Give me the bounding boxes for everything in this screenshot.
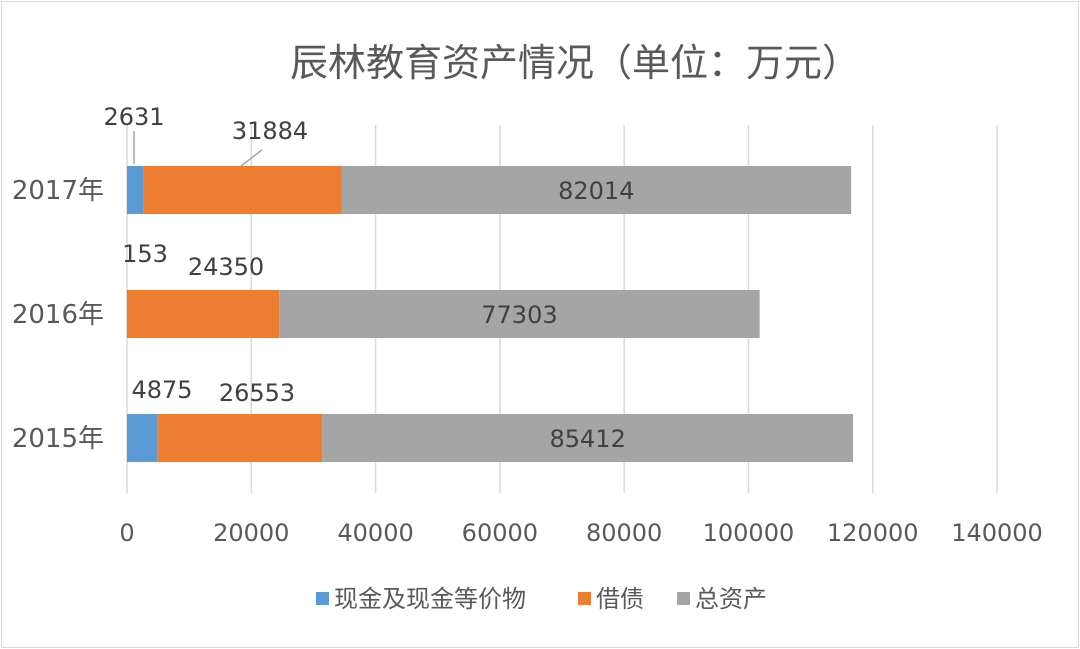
x-tick-label: 20000 <box>213 519 289 547</box>
category-label: 2016年 <box>12 300 104 330</box>
data-label: 4875 <box>131 376 192 404</box>
data-label: 82014 <box>558 177 634 205</box>
data-label: 153 <box>122 240 168 268</box>
data-label: 77303 <box>481 301 557 329</box>
bars <box>127 166 854 462</box>
legend-label: 借债 <box>596 585 644 613</box>
x-tick-labels: 0 20000 40000 60000 80000 100000 120000 140000 <box>119 519 1042 547</box>
bar-segment <box>279 290 760 338</box>
legend-swatch <box>316 592 329 605</box>
x-tick-label: 80000 <box>586 519 662 547</box>
legend-swatch <box>677 592 690 605</box>
x-tick-label: 140000 <box>951 519 1043 547</box>
data-label: 24350 <box>188 253 264 281</box>
legend: 现金及现金等价物 借债 总资产 <box>316 585 767 613</box>
category-labels: 2017年 2016年 2015年 <box>12 176 104 454</box>
bar-segment <box>143 166 342 214</box>
data-label: 2631 <box>103 103 164 131</box>
bar-segment <box>127 166 144 214</box>
x-tick-label: 120000 <box>827 519 919 547</box>
legend-label: 现金及现金等价物 <box>334 585 526 613</box>
bar-segment <box>341 166 852 214</box>
category-label: 2015年 <box>12 424 104 454</box>
data-label: 31884 <box>232 117 308 145</box>
bar-segment <box>127 414 158 462</box>
legend-swatch <box>578 592 591 605</box>
leader-line <box>240 149 263 167</box>
bar-segment <box>157 414 323 462</box>
legend-label: 总资产 <box>695 585 767 613</box>
bar-segment <box>322 414 854 462</box>
x-tick-label: 0 <box>119 519 134 547</box>
category-label: 2017年 <box>12 176 104 206</box>
x-tick-label: 100000 <box>703 519 795 547</box>
data-label: 85412 <box>550 425 626 453</box>
bar-segment <box>127 290 280 338</box>
data-label: 26553 <box>219 379 295 407</box>
data-labels: 2631 31884 82014 153 24350 77303 4875 26553 8541… <box>103 103 634 453</box>
bar-segment <box>127 290 128 338</box>
x-tick-label: 40000 <box>337 519 413 547</box>
x-tick-label: 60000 <box>462 519 538 547</box>
chart-title: 辰林教育资产情况（单位：万元） <box>290 41 860 85</box>
